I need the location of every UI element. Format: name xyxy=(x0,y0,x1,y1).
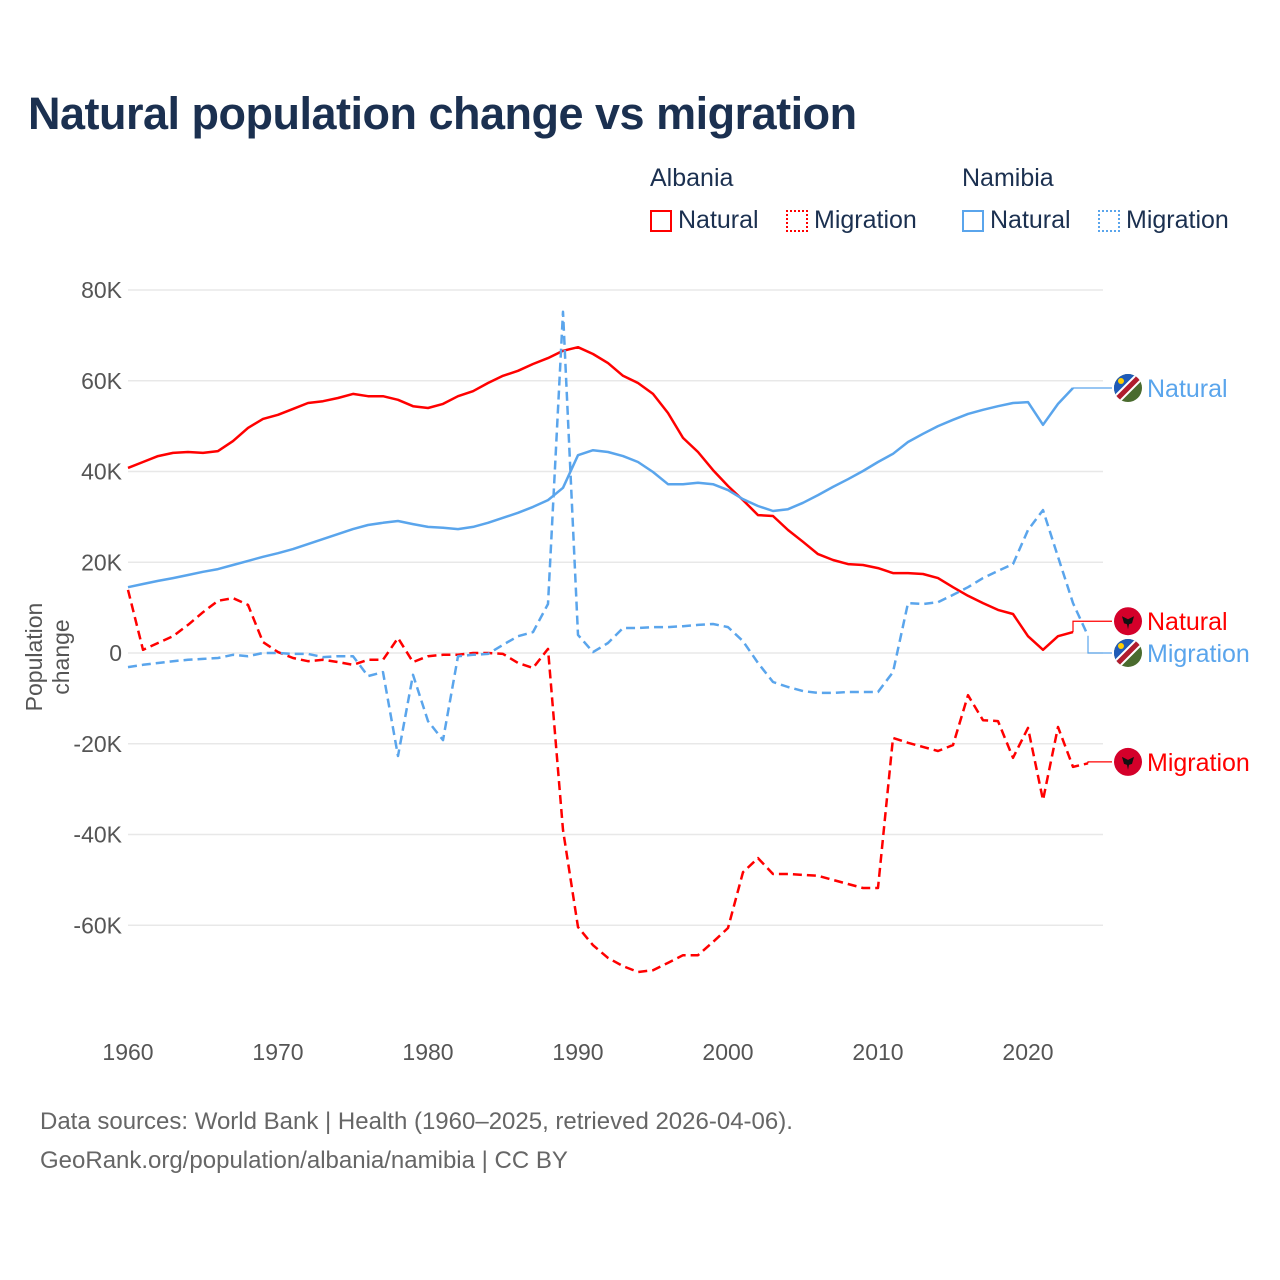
y-tick-label: 20K xyxy=(81,549,123,575)
y-tick-label: -60K xyxy=(73,912,122,938)
y-tick-label: 60K xyxy=(81,368,123,394)
series-line-albania-natural xyxy=(127,345,1074,652)
x-tick-label: 1960 xyxy=(102,1039,153,1065)
footer-source: Data sources: World Bank | Health (1960–… xyxy=(40,1108,793,1135)
x-tick-label: 2010 xyxy=(852,1039,903,1065)
legend-albania-migration[interactable]: Migration xyxy=(786,206,917,235)
x-tick-label: 2000 xyxy=(702,1039,753,1065)
series-line-namibia-migration xyxy=(127,310,1090,758)
legend-swatch-dotted xyxy=(786,209,808,232)
legend-swatch-solid xyxy=(962,209,984,232)
series-line-namibia-natural xyxy=(127,387,1074,589)
albania-flag-icon xyxy=(1114,747,1142,776)
legend-label: Natural xyxy=(678,206,759,234)
x-tick-label: 1980 xyxy=(402,1039,453,1065)
x-tick-label: 1990 xyxy=(552,1039,603,1065)
end-label-albania-natural: Natural xyxy=(1147,608,1228,636)
x-tick-label: 1970 xyxy=(252,1039,303,1065)
legend-label: Natural xyxy=(990,206,1071,234)
label-connector xyxy=(1087,761,1112,764)
legend-albania-natural[interactable]: Natural xyxy=(650,206,759,235)
chart-title: Natural population change vs migration xyxy=(28,88,857,139)
legend-namibia-natural[interactable]: Natural xyxy=(962,206,1071,235)
series-line-albania-migration xyxy=(126,589,1089,974)
label-connector xyxy=(1072,620,1112,633)
legend-swatch-dotted xyxy=(1098,209,1120,232)
y-tick-label: 0 xyxy=(109,640,122,666)
y-tick-label: 40K xyxy=(81,459,123,485)
x-tick-label: 2020 xyxy=(1002,1039,1053,1065)
end-label-namibia-natural: Natural xyxy=(1147,375,1228,403)
legend-label: Migration xyxy=(814,206,917,234)
legend-group-namibia: Namibia xyxy=(962,164,1054,192)
y-tick-label: 80K xyxy=(81,277,123,303)
legend-label: Migration xyxy=(1126,206,1229,234)
end-label-namibia-migration: Migration xyxy=(1147,640,1250,668)
namibia-flag-icon xyxy=(1114,639,1142,667)
y-tick-label: -40K xyxy=(73,822,122,848)
y-tick-label: -20K xyxy=(73,731,122,757)
label-connector xyxy=(1087,635,1112,654)
end-label-albania-migration: Migration xyxy=(1147,749,1250,777)
namibia-flag-icon xyxy=(1114,374,1142,403)
legend-namibia-migration[interactable]: Migration xyxy=(1098,206,1229,235)
legend-swatch-solid xyxy=(650,209,672,232)
albania-flag-icon xyxy=(1114,607,1142,636)
footer-link[interactable]: GeoRank.org/population/albania/namibia |… xyxy=(40,1147,568,1174)
legend-group-albania: Albania xyxy=(650,164,734,192)
